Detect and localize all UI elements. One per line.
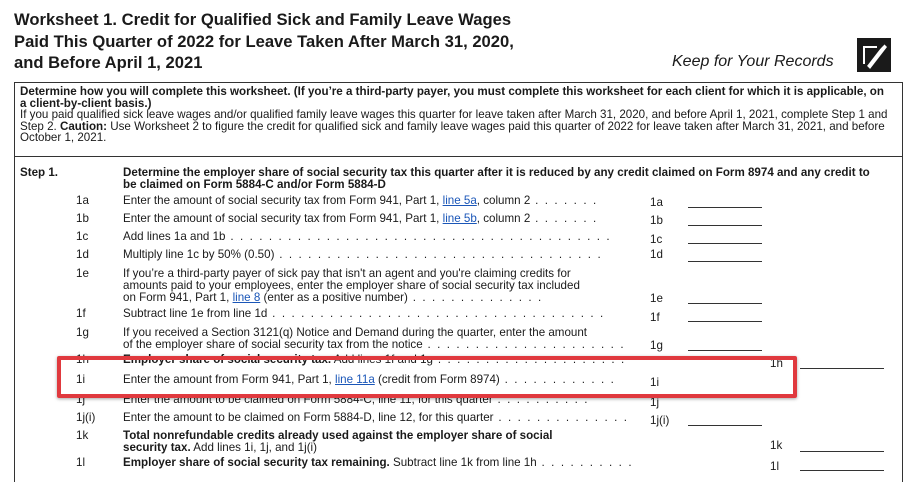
entry-field-1h[interactable] — [800, 368, 884, 369]
entry-field-1e[interactable] — [688, 303, 762, 304]
line-ref: 1h — [770, 357, 783, 370]
line-1e-text-3: on Form 941, Part 1, line 8 (enter as a … — [123, 291, 543, 304]
title-line-3: and Before April 1, 2021 — [14, 53, 203, 72]
line-ref: 1a — [650, 196, 663, 209]
line-1d-text: Multiply line 1c by 50% (0.50) . . . . .… — [123, 248, 603, 261]
instructions-body: If you paid qualified sick leave wages a… — [20, 108, 888, 133]
line-ref: 1j(i) — [650, 414, 670, 427]
line-1c-text: Add lines 1a and 1b . . . . . . . . . . … — [123, 230, 612, 243]
section-divider — [14, 156, 903, 157]
entry-field-1ji[interactable] — [688, 425, 762, 426]
line-1a-text: Enter the amount of social security tax … — [123, 194, 598, 207]
link-line-5b[interactable]: line 5b — [442, 212, 477, 225]
entry-field-1k[interactable] — [800, 451, 884, 452]
caution-label: Caution: — [59, 119, 107, 133]
entry-field-1l[interactable] — [800, 470, 884, 471]
line-ref: 1e — [650, 292, 663, 305]
line-1i-text: Enter the amount from Form 941, Part 1, … — [123, 373, 616, 386]
line-number: 1c — [76, 230, 89, 243]
line-number: 1k — [76, 429, 89, 442]
line-ref: 1k — [770, 439, 783, 452]
entry-field-1f[interactable] — [688, 321, 762, 322]
entry-field-1g[interactable] — [688, 350, 762, 351]
line-ref: 1g — [650, 339, 663, 352]
line-1b-text: Enter the amount of social security tax … — [123, 212, 598, 225]
line-1k-text-2: security tax. Add lines 1i, 1j, and 1j(i… — [123, 441, 317, 454]
worksheet-title: Worksheet 1. Credit for Qualified Sick a… — [14, 9, 634, 74]
line-1l-text: Employer share of social security tax re… — [123, 456, 634, 469]
line-1e-text-1: If you’re a third-party payer of sick pa… — [123, 267, 571, 280]
link-line-11a[interactable]: line 11a — [335, 373, 375, 386]
keep-records-note: Keep for Your Records — [672, 53, 834, 70]
entry-field-1c[interactable] — [688, 243, 762, 244]
step1-heading: Determine the employer share of social s… — [123, 166, 870, 191]
line-ref: 1b — [650, 214, 663, 227]
title-line-2: Paid This Quarter of 2022 for Leave Take… — [14, 31, 514, 51]
line-number: 1i — [76, 373, 86, 386]
line-ref: 1f — [650, 311, 660, 324]
worksheet-box — [14, 82, 903, 482]
line-1f-text: Subtract line 1e from line 1d . . . . . … — [123, 307, 605, 320]
line-number: 1g — [76, 326, 89, 339]
step1-label: Step 1. — [20, 166, 59, 179]
entry-field-1b[interactable] — [688, 225, 762, 226]
entry-field-1d[interactable] — [688, 261, 762, 262]
line-number: 1b — [76, 212, 89, 225]
link-line-5a[interactable]: line 5a — [442, 194, 477, 207]
link-line-8[interactable]: line 8 — [232, 291, 261, 304]
line-number: 1d — [76, 248, 89, 261]
entry-field-1a[interactable] — [688, 207, 762, 208]
line-ref: 1c — [650, 233, 663, 246]
pen-on-paper-icon — [857, 38, 891, 72]
line-ref: 1d — [650, 248, 663, 261]
line-ref: 1l — [770, 460, 780, 473]
line-1e-text-2: amounts paid to your employees, enter th… — [123, 279, 580, 292]
line-number: 1f — [76, 307, 86, 320]
instructions-heading: Determine how you will complete this wor… — [20, 85, 884, 110]
line-1ji-text: Enter the amount to be claimed on Form 5… — [123, 411, 629, 424]
line-number: 1j — [76, 393, 86, 406]
caution-text: Use Worksheet 2 to figure the credit for… — [20, 119, 885, 145]
highlight-box-line-1i — [57, 356, 797, 398]
line-number: 1j(i) — [76, 411, 96, 424]
line-ref: 1j — [650, 396, 660, 409]
line-1k-text-1: Total nonrefundable credits already used… — [123, 429, 553, 442]
line-1g-text-2: of the employer share of social security… — [123, 338, 626, 351]
instructions-block: Determine how you will complete this wor… — [20, 86, 892, 144]
line-number: 1e — [76, 267, 89, 280]
line-number: 1l — [76, 456, 86, 469]
title-line-1: Worksheet 1. Credit for Qualified Sick a… — [14, 10, 512, 29]
instructions-text: If you paid qualified sick leave wages a… — [20, 109, 892, 144]
line-number: 1a — [76, 194, 89, 207]
line-1g-text-1: If you received a Section 3121(q) Notice… — [123, 326, 588, 339]
line-ref: 1i — [650, 376, 660, 389]
